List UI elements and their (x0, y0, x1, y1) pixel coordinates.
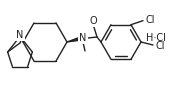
Text: H·Cl: H·Cl (146, 33, 166, 43)
Text: Cl: Cl (145, 15, 155, 25)
Text: Cl: Cl (155, 41, 165, 51)
Text: N: N (79, 33, 87, 43)
Polygon shape (67, 36, 83, 42)
Text: O: O (89, 16, 97, 26)
Text: N: N (16, 30, 24, 40)
